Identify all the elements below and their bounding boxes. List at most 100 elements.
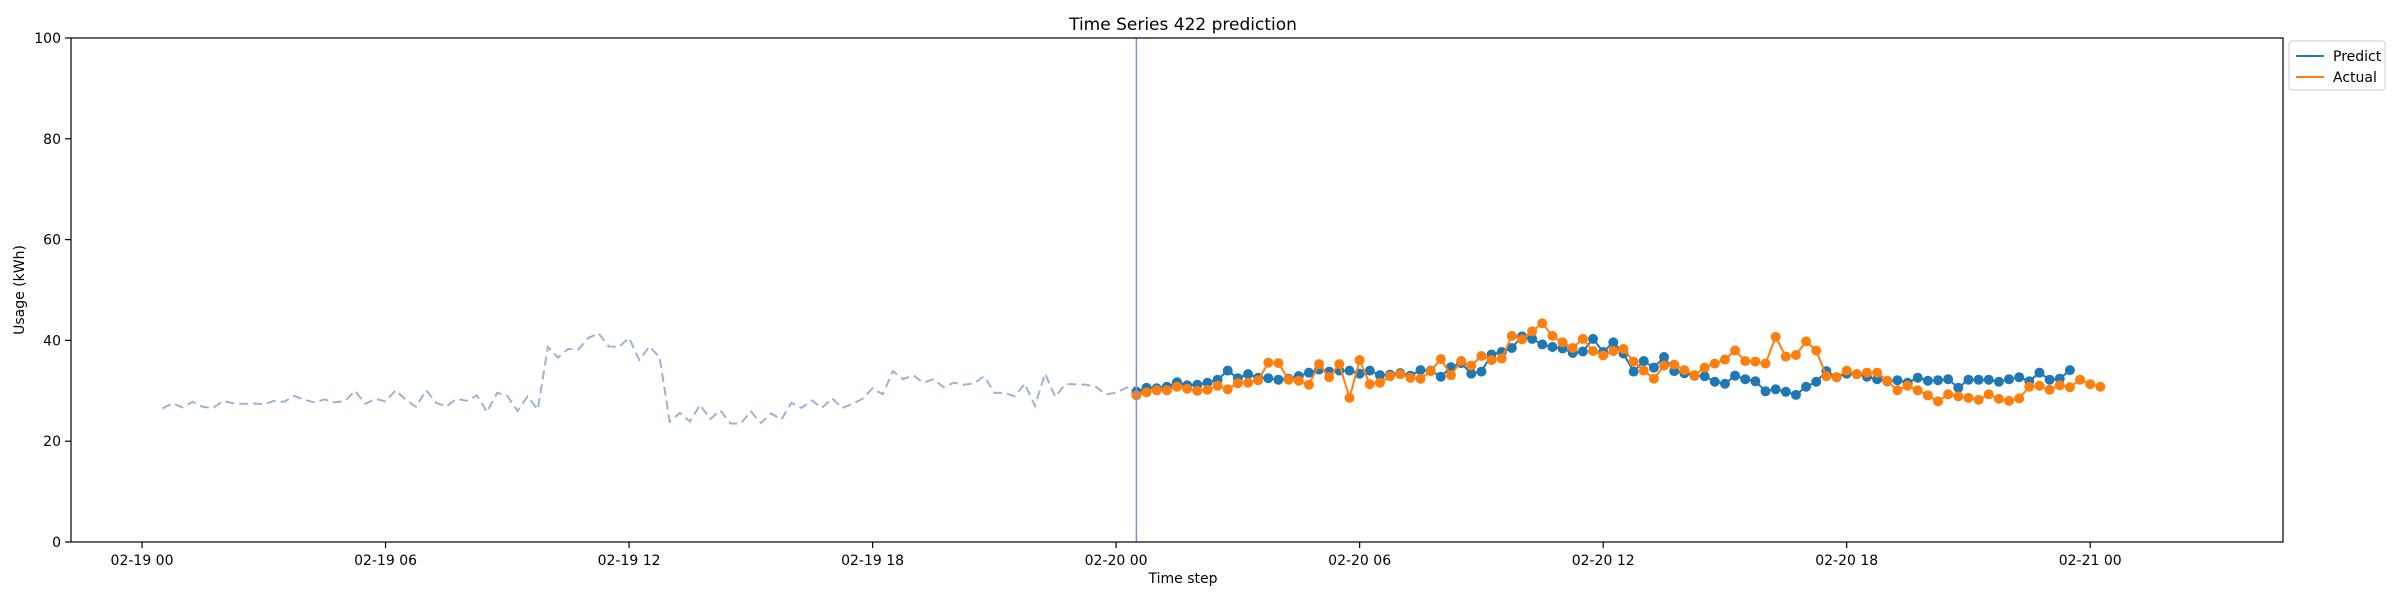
actual-point xyxy=(1222,384,1233,395)
actual-point xyxy=(2044,384,2055,395)
predict-point xyxy=(1659,352,1670,363)
predict-point xyxy=(1222,365,1233,376)
actual-point xyxy=(2014,393,2025,404)
actual-point xyxy=(1151,385,1162,396)
actual-point xyxy=(1141,387,1152,398)
y-tick-label: 60 xyxy=(43,233,61,249)
actual-point xyxy=(1902,380,1913,391)
actual-point xyxy=(1253,375,1264,386)
actual-point xyxy=(1750,356,1761,367)
legend-label-actual: Actual xyxy=(2333,70,2377,86)
actual-point xyxy=(1922,390,1933,401)
predict-point xyxy=(1912,372,1923,383)
predict-point xyxy=(1435,371,1446,382)
actual-point xyxy=(1405,372,1416,383)
predict-point xyxy=(1780,386,1791,397)
actual-point xyxy=(1354,355,1365,366)
predict-point xyxy=(1374,370,1385,381)
actual-point xyxy=(1760,358,1771,369)
actual-point xyxy=(1496,353,1507,364)
y-tick-label: 0 xyxy=(52,535,61,551)
predict-point xyxy=(1547,341,1558,352)
actual-point xyxy=(1963,392,1974,403)
actual-point xyxy=(1476,351,1487,362)
actual-point xyxy=(1415,373,1426,384)
actual-point xyxy=(1547,330,1558,341)
predict-point xyxy=(1577,346,1588,357)
actual-point xyxy=(1334,359,1345,370)
actual-point xyxy=(1557,337,1568,348)
y-tick-label: 80 xyxy=(43,132,61,148)
predict-point xyxy=(1719,378,1730,389)
actual-point xyxy=(1861,367,1872,378)
actual-point xyxy=(1659,360,1670,371)
actual-point xyxy=(1943,389,1954,400)
actual-point xyxy=(1679,365,1690,376)
predict-point xyxy=(1648,362,1659,373)
predict-point xyxy=(1983,374,1994,385)
predict-point xyxy=(1811,376,1822,387)
predict-point xyxy=(1943,374,1954,385)
actual-point xyxy=(1892,385,1903,396)
history-line xyxy=(161,332,1137,425)
chart-title: Time Series 422 prediction xyxy=(1068,15,1297,35)
x-tick-label: 02-19 00 xyxy=(111,553,174,569)
actual-point xyxy=(1516,334,1527,345)
actual-point xyxy=(1872,367,1883,378)
actual-point xyxy=(1435,354,1446,365)
x-tick-label: 02-19 12 xyxy=(598,553,661,569)
predict-point xyxy=(1933,375,1944,386)
x-tick-label: 02-19 06 xyxy=(354,553,417,569)
predict-point xyxy=(1527,333,1538,344)
actual-point xyxy=(2004,395,2015,406)
actual-point xyxy=(1801,336,1812,347)
actual-point xyxy=(1618,343,1629,354)
predict-point xyxy=(1273,374,1284,385)
x-tick-label: 02-20 06 xyxy=(1328,553,1391,569)
x-tick-label: 02-19 18 xyxy=(841,553,904,569)
legend: Predict Actual xyxy=(2288,40,2386,91)
actual-point xyxy=(1719,354,1730,365)
actual-point xyxy=(1232,378,1243,389)
history-series xyxy=(161,332,1137,425)
predict-point xyxy=(1699,371,1710,382)
actual-point xyxy=(1628,356,1639,367)
actual-point xyxy=(1821,371,1832,382)
actual-point xyxy=(1506,330,1517,341)
actual-point xyxy=(1527,326,1538,337)
actual-point xyxy=(1344,392,1355,403)
predict-point xyxy=(1628,366,1639,377)
predict-point xyxy=(2014,372,2025,383)
actual-point xyxy=(1638,365,1649,376)
actual-point xyxy=(1273,358,1284,369)
predict-point xyxy=(1415,365,1426,376)
actual-point xyxy=(1709,358,1720,369)
actual-point xyxy=(1374,377,1385,388)
predict-point xyxy=(2044,374,2055,385)
actual-point xyxy=(2075,374,2086,385)
actual-point xyxy=(1537,318,1548,329)
actual-point xyxy=(1699,362,1710,373)
actual-point xyxy=(1882,375,1893,386)
actual-point xyxy=(1851,369,1862,380)
actual-point xyxy=(1983,389,1994,400)
actual-point xyxy=(1588,345,1599,356)
actual-point xyxy=(1445,370,1456,381)
actual-point xyxy=(1648,373,1659,384)
actual-point xyxy=(1993,393,2004,404)
actual-point xyxy=(1953,391,1964,402)
actual-point xyxy=(1790,350,1801,361)
x-tick-label: 02-20 00 xyxy=(1085,553,1148,569)
predict-point xyxy=(1770,384,1781,395)
predict-point xyxy=(1953,382,1964,393)
actual-point xyxy=(2064,382,2075,393)
predict-point xyxy=(1263,373,1274,384)
predict-point xyxy=(2034,367,2045,378)
actual-point xyxy=(1212,380,1223,391)
actual-point xyxy=(1933,396,1944,407)
actual-point xyxy=(1730,345,1741,356)
actual-point xyxy=(1740,356,1751,367)
actual-point xyxy=(2085,379,2096,390)
predict-point xyxy=(1506,342,1517,353)
predict-point xyxy=(1730,370,1741,381)
